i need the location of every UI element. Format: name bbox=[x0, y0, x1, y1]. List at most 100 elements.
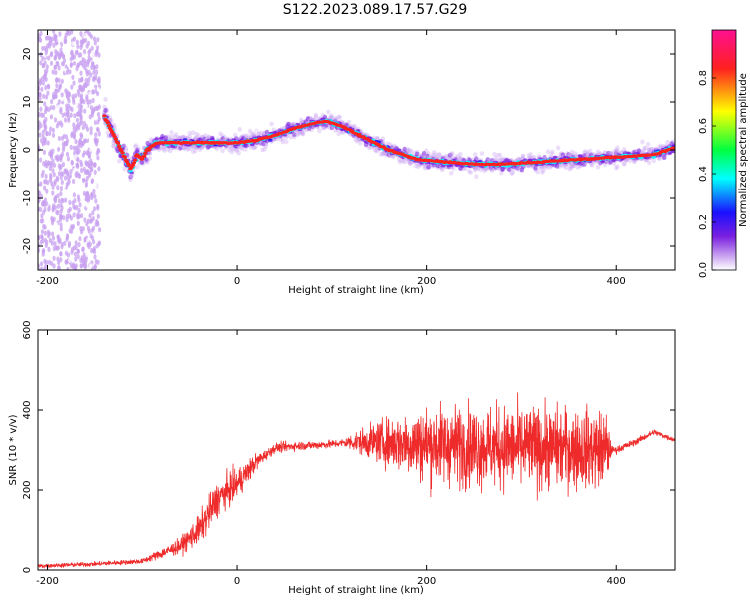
noise-point bbox=[70, 249, 74, 255]
noise-point bbox=[92, 188, 96, 194]
noise-point bbox=[94, 229, 98, 235]
ridge-point bbox=[115, 141, 121, 145]
noise-point bbox=[83, 108, 87, 114]
noise-point bbox=[81, 246, 85, 252]
noise-point bbox=[70, 30, 74, 35]
colorbar-ticks: 0.0 0.2 0.4 0.6 0.8 bbox=[698, 70, 716, 278]
noise-point bbox=[96, 91, 100, 97]
ridge-point bbox=[436, 152, 441, 158]
noise-point bbox=[93, 263, 97, 270]
noise-point bbox=[52, 245, 56, 252]
x-tick-label: 400 bbox=[607, 576, 626, 587]
spectrogram-x-label: Height of straight line (km) bbox=[288, 285, 424, 296]
noise-point bbox=[44, 116, 48, 122]
noise-point bbox=[63, 182, 67, 189]
noise-point bbox=[39, 60, 43, 66]
ridge-point bbox=[622, 161, 627, 167]
noise-point bbox=[39, 181, 43, 187]
noise-point bbox=[92, 89, 96, 95]
ridge-point bbox=[286, 121, 291, 127]
noise-point bbox=[84, 196, 88, 202]
noise-point bbox=[89, 263, 93, 269]
noise-point bbox=[52, 172, 56, 178]
noise-point bbox=[50, 181, 54, 187]
noise-point bbox=[57, 77, 61, 83]
noise-point bbox=[40, 266, 44, 270]
noise-point bbox=[59, 257, 63, 263]
noise-point bbox=[70, 132, 74, 139]
noise-point bbox=[60, 179, 64, 185]
noise-point bbox=[66, 156, 70, 162]
noise-point bbox=[91, 210, 95, 216]
noise-point bbox=[39, 106, 43, 112]
noise-point bbox=[83, 264, 87, 270]
noise-point bbox=[52, 42, 56, 48]
ridge-point bbox=[251, 145, 256, 150]
ridge-point bbox=[672, 146, 675, 150]
noise-point bbox=[84, 192, 88, 198]
noise-point bbox=[96, 147, 100, 153]
noise-point bbox=[94, 83, 98, 89]
noise-point bbox=[59, 191, 63, 197]
noise-point bbox=[85, 103, 89, 109]
noise-point bbox=[80, 167, 84, 174]
noise-point bbox=[45, 130, 49, 136]
noise-point bbox=[63, 117, 68, 123]
noise-point bbox=[79, 263, 84, 269]
ridge-point bbox=[135, 147, 140, 153]
noise-point bbox=[52, 162, 57, 168]
noise-point bbox=[76, 182, 80, 188]
noise-point bbox=[57, 135, 62, 142]
noise-point bbox=[68, 257, 72, 263]
noise-point bbox=[84, 82, 88, 88]
noise-point bbox=[70, 106, 74, 113]
ridge-point bbox=[129, 173, 134, 179]
noise-point bbox=[45, 188, 49, 194]
ridge-point bbox=[326, 109, 331, 115]
noise-point bbox=[51, 127, 56, 133]
noise-point bbox=[54, 34, 58, 40]
noise-point bbox=[93, 181, 97, 187]
ridge-point bbox=[589, 162, 594, 167]
noise-point bbox=[64, 88, 68, 94]
noise-point bbox=[89, 130, 93, 136]
ridge-point bbox=[292, 132, 297, 138]
ridge-point bbox=[422, 165, 428, 171]
ridge-point bbox=[643, 145, 648, 151]
ridge-point bbox=[227, 147, 232, 153]
noise-point bbox=[91, 108, 95, 114]
noise-point bbox=[93, 40, 97, 46]
y-tick-label: 10 bbox=[22, 96, 33, 109]
noise-point bbox=[77, 242, 81, 248]
ridge-point bbox=[148, 137, 154, 142]
noise-point bbox=[41, 129, 45, 135]
ridge-point bbox=[402, 159, 407, 165]
noise-point bbox=[57, 198, 61, 204]
noise-point bbox=[66, 267, 70, 270]
noise-point bbox=[55, 222, 59, 228]
ridge-point bbox=[113, 137, 118, 141]
noise-point bbox=[67, 240, 72, 247]
ridge-point bbox=[260, 147, 265, 153]
ridge-point bbox=[397, 159, 403, 165]
noise-point bbox=[96, 78, 101, 84]
noise-point bbox=[55, 175, 59, 181]
noise-point bbox=[55, 83, 59, 89]
noise-point bbox=[38, 132, 42, 138]
colorbar: 0.0 0.2 0.4 0.6 0.8 Normalized spectral ampl… bbox=[698, 29, 749, 278]
noise-point bbox=[82, 49, 87, 55]
noise-point bbox=[89, 166, 93, 172]
noise-point bbox=[78, 121, 82, 127]
ridge-point bbox=[615, 164, 620, 170]
ridge-point bbox=[449, 164, 454, 167]
noise-point bbox=[70, 49, 74, 55]
ridge-point bbox=[196, 133, 201, 139]
noise-point bbox=[87, 195, 91, 202]
ridge-point bbox=[405, 147, 411, 153]
noise-point bbox=[95, 64, 99, 70]
noise-point bbox=[59, 175, 63, 181]
noise-point bbox=[40, 213, 44, 219]
noise-point bbox=[57, 54, 62, 61]
noise-point bbox=[65, 213, 69, 219]
noise-point bbox=[87, 76, 91, 82]
